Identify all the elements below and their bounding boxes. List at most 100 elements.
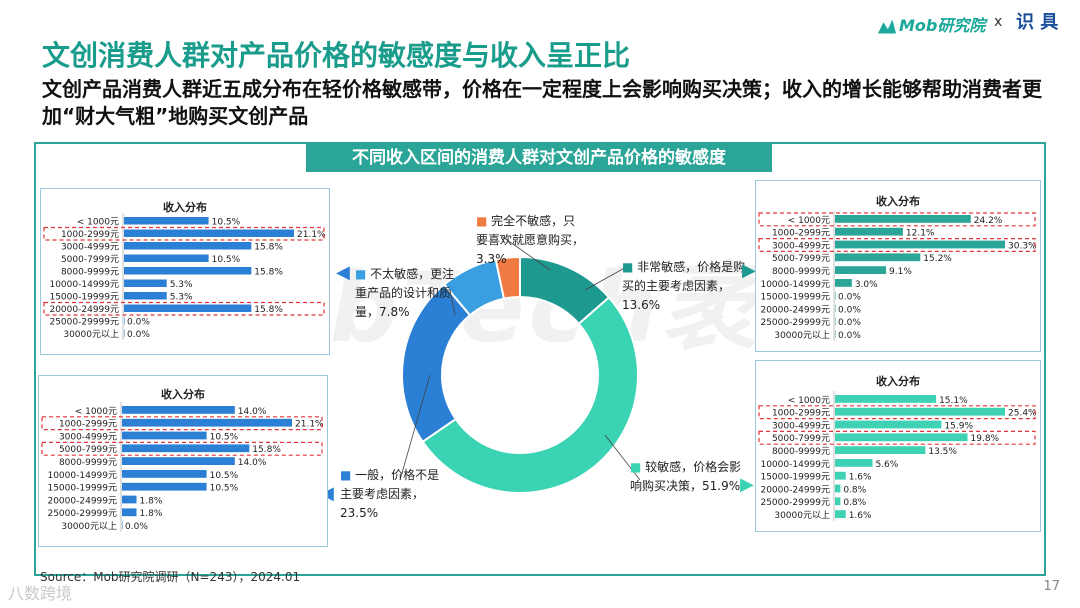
bar-category-label: 30000元以上: [61, 521, 117, 532]
highlight-box: [43, 226, 325, 241]
income-bar: [124, 217, 209, 225]
bar-category-label: < 1000元: [77, 218, 119, 228]
income-bar-chart: < 1000元 15.1% 1000-2999元 25.4% 3000-4999元 15.…: [758, 391, 1037, 521]
bar-category-label: 15000-19999元: [760, 473, 830, 483]
chart-banner: 不同收入区间的消费人群对文创产品价格的敏感度: [306, 144, 772, 172]
bar-category-label: 10000-14999元: [760, 460, 830, 470]
highlight-box: [758, 405, 1036, 420]
highlight-box: [41, 441, 323, 456]
leader-line: [399, 374, 431, 481]
bar-category-label: 8000-9999元: [772, 267, 830, 277]
bar-category-label: 20000-24999元: [760, 485, 830, 495]
panel-title: 收入分布: [876, 375, 920, 388]
brand-separator: x: [994, 14, 1003, 30]
bar-category-label: 30000元以上: [63, 329, 119, 340]
bar-value-label: 1.6%: [849, 511, 872, 521]
income-bar: [124, 279, 167, 287]
mob-logo-icon: [878, 19, 896, 34]
income-bar: [122, 418, 292, 427]
bar-category-label: 30000元以上: [774, 330, 830, 341]
slice-label-very-sensitive: ■ 非常敏感，价格是购买的主要考虑因素，13.6%: [622, 260, 746, 312]
bar-value-label: 15.1%: [939, 396, 968, 406]
bar-category-label: 3000-4999元: [59, 432, 117, 442]
income-bar: [835, 446, 926, 454]
donut-chart: [399, 234, 641, 494]
bar-value-label: 0.0%: [127, 318, 150, 328]
arrow-left-icon: ◀: [336, 262, 350, 283]
slice-label-sensitive: ■ 较敏感，价格会影响购买决策，51.9%: [630, 460, 742, 493]
income-bar: [835, 291, 836, 300]
arrow-right-icon: ▶: [742, 260, 756, 281]
bar-value-label: 3.0%: [855, 280, 878, 290]
partner-logo: 识 具: [1016, 12, 1059, 33]
bar-category-label: 8000-9999元: [61, 268, 119, 278]
highlight-box: [758, 430, 1036, 445]
bar-value-label: 10.5%: [210, 471, 239, 481]
bar-value-label: 0.0%: [838, 293, 861, 303]
income-bar: [124, 229, 294, 237]
bar-value-label: 10.5%: [210, 432, 239, 442]
income-bar: [122, 482, 207, 491]
income-bar: [835, 279, 852, 287]
bar-value-label: 0.0%: [127, 330, 150, 340]
income-bar: [124, 329, 125, 337]
bar-category-label: < 1000元: [788, 396, 830, 406]
income-bar: [122, 508, 137, 517]
bar-category-label: < 1000元: [788, 216, 830, 226]
income-bar: [835, 484, 841, 493]
bar-value-label: 1.8%: [140, 509, 163, 519]
income-bar: [122, 470, 207, 478]
income-bar: [122, 457, 235, 465]
income-bar: [124, 254, 209, 262]
income-bar: [124, 242, 252, 250]
income-bar: [835, 227, 903, 236]
slice-label-completely-insensitive: ■ 完全不敏感，只要喜欢就愿意购买，3.3%: [476, 214, 585, 266]
bar-category-label: 1000-2999元: [59, 420, 117, 430]
panel-title: 收入分布: [161, 388, 205, 401]
bar-category-label: 15000-19999元: [760, 293, 830, 303]
bar-category-label: 5000-7999元: [772, 254, 830, 264]
bar-value-label: 13.5%: [928, 447, 957, 457]
income-bar: [124, 267, 252, 275]
bar-value-label: 15.9%: [944, 421, 973, 431]
income-bar-chart: < 1000元 14.0% 1000-2999元 21.1% 3000-4999元 10.…: [41, 402, 324, 532]
bar-value-label: 10.5%: [212, 218, 241, 228]
bar-category-label: < 1000元: [75, 407, 117, 417]
bar-value-label: 30.3%: [1008, 241, 1037, 251]
source-note: Source：Mob研究院调研（N=243），2024.01: [40, 570, 301, 584]
bar-category-label: 20000-24999元: [49, 305, 119, 315]
mob-logo: Mob研究院: [878, 12, 985, 36]
income-bar: [122, 495, 137, 504]
income-bar: [835, 240, 1005, 249]
bar-category-label: 10000-14999元: [49, 280, 119, 290]
bar-value-label: 21.1%: [297, 230, 326, 240]
bar-value-label: 12.1%: [906, 229, 935, 239]
bar-category-label: 15000-19999元: [49, 293, 119, 303]
panel-title: 收入分布: [163, 201, 207, 214]
page-title: 文创消费人群对产品价格的敏感度与收入呈正比: [42, 39, 631, 72]
bar-value-label: 14.0%: [238, 458, 267, 468]
income-bar: [835, 420, 942, 429]
income-bar-chart: < 1000元 24.2% 1000-2999元 12.1% 3000-4999元 30.…: [758, 211, 1037, 341]
bar-value-label: 0.8%: [843, 485, 866, 495]
bar-category-label: 25000-29999元: [47, 509, 117, 519]
bar-category-label: 20000-24999元: [760, 305, 830, 315]
income-panel-very-sensitive: 收入分布 < 1000元 24.2% 1000-2999元 12.1% 3000-499…: [755, 180, 1041, 352]
slice-label-general: ■ 一般，价格不是主要考虑因素，23.5%: [340, 468, 440, 520]
bar-value-label: 19.8%: [971, 434, 1000, 444]
footer-brand: 八数跨境: [8, 584, 73, 603]
income-bar: [835, 317, 836, 326]
bar-category-label: 20000-24999元: [47, 496, 117, 506]
income-bar: [122, 444, 250, 453]
bar-category-label: 1000-2999元: [772, 229, 830, 239]
income-bar: [835, 510, 846, 518]
donut-slice-4: [494, 255, 521, 300]
donut-slice-1: [421, 296, 639, 494]
bar-value-label: 0.8%: [843, 498, 866, 508]
panel-title: 收入分布: [876, 195, 920, 208]
bar-value-label: 0.0%: [125, 522, 148, 532]
bar-value-label: 5.6%: [875, 460, 898, 470]
leader-line: [449, 289, 456, 316]
bar-value-label: 15.8%: [254, 305, 283, 315]
chart-frame: [34, 142, 1046, 576]
